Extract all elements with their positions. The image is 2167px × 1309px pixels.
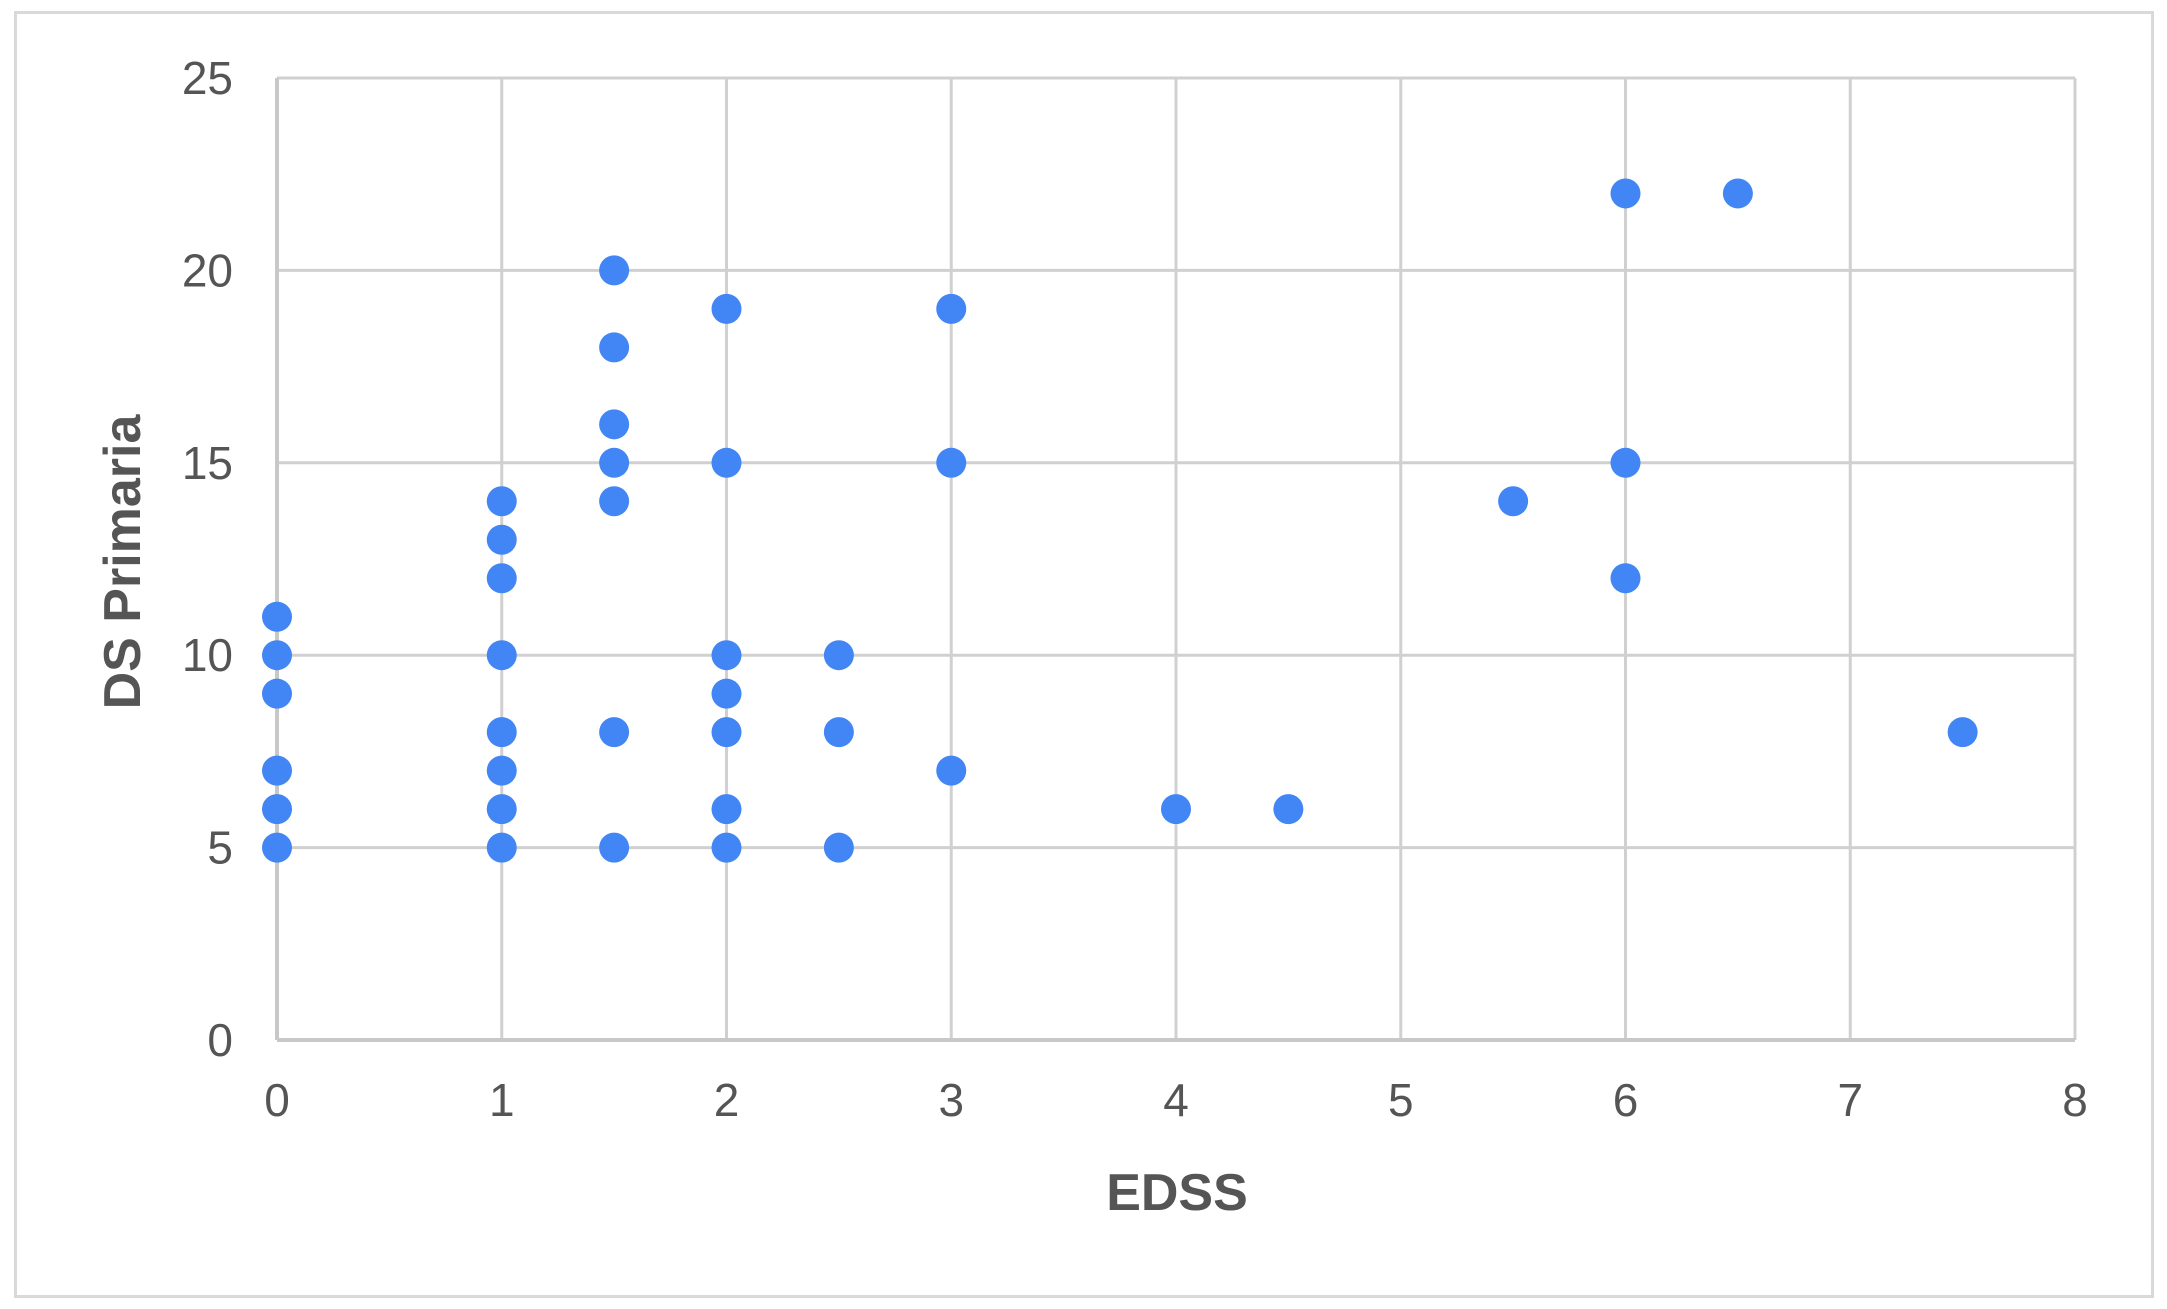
data-point xyxy=(486,832,517,863)
data-point xyxy=(1610,563,1641,594)
data-points xyxy=(262,178,1978,863)
data-point xyxy=(486,717,517,748)
y-tick-label: 25 xyxy=(182,52,233,104)
y-tick-labels: 0 5 10 15 20 25 xyxy=(182,52,233,1066)
data-point xyxy=(1273,794,1304,825)
y-tick-label: 15 xyxy=(182,437,233,489)
data-point xyxy=(823,832,854,863)
data-point xyxy=(599,409,630,440)
data-point xyxy=(711,794,742,825)
x-tick-label: 0 xyxy=(264,1074,290,1126)
y-tick-label: 20 xyxy=(182,244,233,296)
data-point xyxy=(711,640,742,671)
data-point xyxy=(823,640,854,671)
data-point xyxy=(1161,794,1191,825)
y-tick-label: 0 xyxy=(207,1014,233,1066)
data-point xyxy=(599,832,630,863)
data-point xyxy=(711,293,742,324)
grid xyxy=(275,76,2077,1042)
data-point xyxy=(262,678,292,709)
x-tick-label: 6 xyxy=(1613,1074,1639,1126)
data-point xyxy=(711,832,742,863)
x-tick-labels: 0 1 2 3 4 5 6 7 8 xyxy=(264,1074,2088,1126)
data-point xyxy=(1610,178,1641,209)
data-point xyxy=(262,794,292,825)
data-point xyxy=(486,486,517,517)
data-point xyxy=(262,601,292,632)
data-point xyxy=(599,255,630,286)
x-tick-label: 2 xyxy=(714,1074,740,1126)
data-point xyxy=(599,717,630,748)
data-point xyxy=(486,524,517,555)
data-point xyxy=(486,563,517,594)
x-tick-label: 1 xyxy=(489,1074,515,1126)
data-point xyxy=(262,755,292,786)
x-tick-label: 4 xyxy=(1163,1074,1189,1126)
data-point xyxy=(262,640,292,671)
axes xyxy=(275,78,2075,1042)
data-point xyxy=(711,447,742,478)
data-point xyxy=(599,486,630,517)
y-axis-title: DS Primaria xyxy=(94,414,152,710)
x-tick-label: 5 xyxy=(1388,1074,1414,1126)
data-point xyxy=(486,794,517,825)
data-point xyxy=(711,678,742,709)
data-point xyxy=(1498,486,1529,517)
data-point xyxy=(486,755,517,786)
data-point xyxy=(599,447,630,478)
data-point xyxy=(936,293,967,324)
data-point xyxy=(936,447,967,478)
x-tick-label: 8 xyxy=(2062,1074,2088,1126)
data-point xyxy=(262,832,292,863)
y-tick-label: 5 xyxy=(207,822,233,874)
data-point xyxy=(936,755,967,786)
data-point xyxy=(599,332,630,363)
data-point xyxy=(486,640,517,671)
x-axis-title: EDSS xyxy=(1106,1164,1248,1222)
y-tick-label: 10 xyxy=(182,629,233,681)
data-point xyxy=(1947,717,1978,748)
data-point xyxy=(1722,178,1753,209)
x-tick-label: 3 xyxy=(938,1074,964,1126)
x-tick-label: 7 xyxy=(1837,1074,1863,1126)
data-point xyxy=(711,717,742,748)
data-point xyxy=(1610,447,1641,478)
data-point xyxy=(823,717,854,748)
